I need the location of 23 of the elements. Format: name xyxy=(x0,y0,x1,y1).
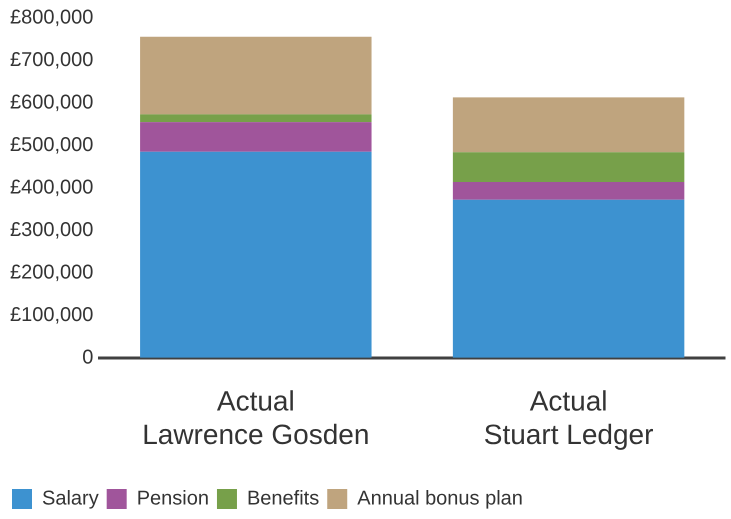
legend-label: Benefits xyxy=(246,488,320,510)
y-tick-label: £800,000 xyxy=(10,6,94,29)
y-tick-label: 0 xyxy=(82,346,94,368)
y-tick-label: £200,000 xyxy=(10,261,94,284)
bar xyxy=(140,36,372,114)
x-tick-label: Actual Lawrence Gosden xyxy=(142,385,370,450)
bar xyxy=(452,182,684,200)
y-tick-label: £400,000 xyxy=(10,176,94,198)
bar xyxy=(140,114,372,122)
y-tick-label: £500,000 xyxy=(10,134,94,156)
legend-label: Pension xyxy=(136,488,209,510)
y-tick-label: £100,000 xyxy=(10,304,94,326)
bar xyxy=(452,152,684,182)
y-tick-label: £700,000 xyxy=(10,48,94,71)
bar xyxy=(140,122,372,152)
bar xyxy=(452,97,684,152)
legend-label: Salary xyxy=(42,488,99,510)
y-tick-label: £600,000 xyxy=(10,91,94,114)
legend-label: Annual bonus plan xyxy=(357,488,523,510)
y-tick-label: £300,000 xyxy=(10,218,94,241)
x-tick-label: Actual Stuart Ledger xyxy=(484,385,654,450)
bar xyxy=(452,200,684,358)
bar xyxy=(140,152,372,358)
